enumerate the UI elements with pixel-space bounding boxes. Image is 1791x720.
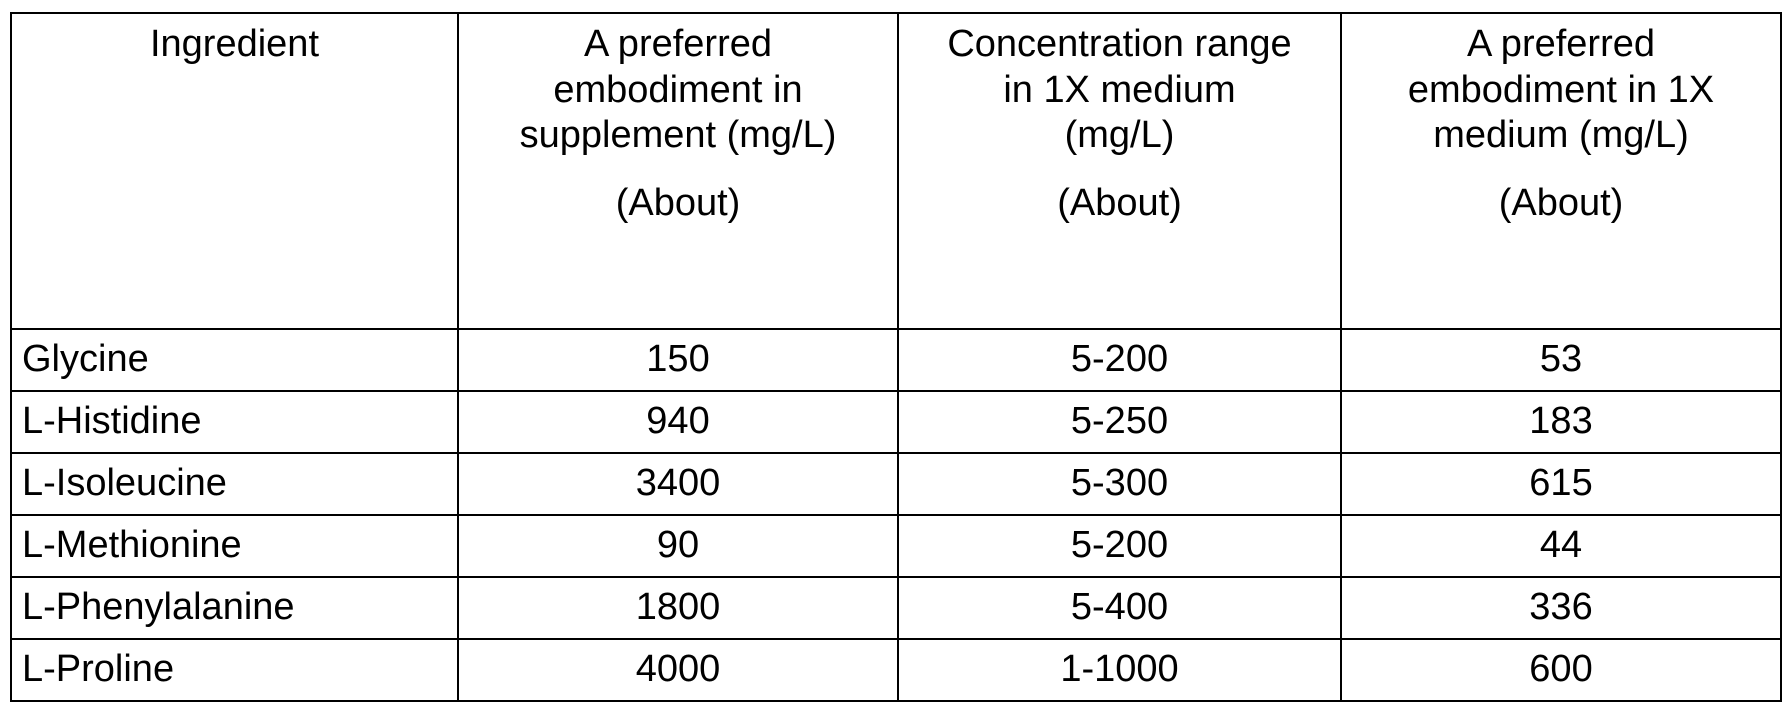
supplement-value-cell: 150 [458, 329, 898, 391]
header-text: embodiment in [469, 68, 887, 114]
header-text: Concentration range [909, 22, 1330, 68]
supplement-value-cell: 1800 [458, 577, 898, 639]
header-text: medium (mg/L) [1352, 113, 1770, 159]
ingredient-cell: L-Isoleucine [11, 453, 458, 515]
header-note: (About) [469, 181, 887, 227]
concentration-range-cell: 5-200 [898, 515, 1341, 577]
header-supplement-embodiment: A preferred embodiment in supplement (mg… [458, 13, 898, 329]
medium-value-cell: 183 [1341, 391, 1781, 453]
concentration-range-cell: 5-250 [898, 391, 1341, 453]
header-text: A preferred [1352, 22, 1770, 68]
ingredient-cell: L-Proline [11, 639, 458, 701]
ingredient-table-container: Ingredient A preferred embodiment in sup… [10, 12, 1782, 702]
table-row: L-Phenylalanine 1800 5-400 336 [11, 577, 1781, 639]
table-row: L-Proline 4000 1-1000 600 [11, 639, 1781, 701]
header-concentration-range: Concentration range in 1X medium (mg/L) … [898, 13, 1341, 329]
header-medium-embodiment: A preferred embodiment in 1X medium (mg/… [1341, 13, 1781, 329]
ingredient-cell: L-Histidine [11, 391, 458, 453]
medium-value-cell: 53 [1341, 329, 1781, 391]
medium-value-cell: 336 [1341, 577, 1781, 639]
concentration-range-cell: 5-400 [898, 577, 1341, 639]
header-text: (mg/L) [909, 113, 1330, 159]
header-row: Ingredient A preferred embodiment in sup… [11, 13, 1781, 329]
table-row: Glycine 150 5-200 53 [11, 329, 1781, 391]
ingredient-table: Ingredient A preferred embodiment in sup… [10, 12, 1782, 702]
header-text: embodiment in 1X [1352, 68, 1770, 114]
header-text: A preferred [469, 22, 887, 68]
supplement-value-cell: 4000 [458, 639, 898, 701]
header-note: (About) [1352, 181, 1770, 227]
medium-value-cell: 615 [1341, 453, 1781, 515]
medium-value-cell: 600 [1341, 639, 1781, 701]
header-text: Ingredient [22, 22, 447, 68]
supplement-value-cell: 940 [458, 391, 898, 453]
header-text: in 1X medium [909, 68, 1330, 114]
ingredient-cell: Glycine [11, 329, 458, 391]
supplement-value-cell: 3400 [458, 453, 898, 515]
table-row: L-Isoleucine 3400 5-300 615 [11, 453, 1781, 515]
ingredient-cell: L-Methionine [11, 515, 458, 577]
medium-value-cell: 44 [1341, 515, 1781, 577]
concentration-range-cell: 5-300 [898, 453, 1341, 515]
header-ingredient: Ingredient [11, 13, 458, 329]
table-row: L-Methionine 90 5-200 44 [11, 515, 1781, 577]
header-note: (About) [909, 181, 1330, 227]
header-text: supplement (mg/L) [469, 113, 887, 159]
supplement-value-cell: 90 [458, 515, 898, 577]
ingredient-cell: L-Phenylalanine [11, 577, 458, 639]
table-row: L-Histidine 940 5-250 183 [11, 391, 1781, 453]
concentration-range-cell: 5-200 [898, 329, 1341, 391]
concentration-range-cell: 1-1000 [898, 639, 1341, 701]
